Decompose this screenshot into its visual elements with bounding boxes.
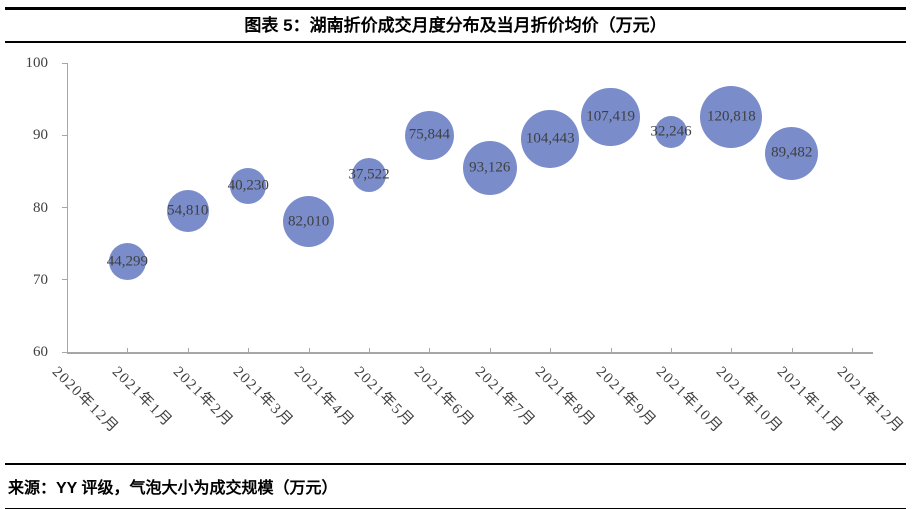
x-tick-mark bbox=[187, 348, 189, 352]
x-tick-mark bbox=[791, 348, 793, 352]
x-tick-label: 2021年6月 bbox=[411, 363, 478, 431]
bubble-value-label: 32,246 bbox=[650, 123, 692, 140]
plot-area bbox=[67, 63, 873, 354]
x-tick-mark bbox=[67, 348, 68, 352]
bubble-value-label: 54,810 bbox=[167, 202, 209, 219]
y-tick-mark bbox=[62, 134, 67, 136]
source-note: 来源：YY 评级，气泡大小为成交规模（万元） bbox=[5, 463, 906, 509]
bubble-chart: 60 70 80 90 100 2020年12月 2021年1月 2021年2月 2021年3月… bbox=[0, 43, 912, 463]
x-tick-mark bbox=[550, 348, 552, 352]
x-tick-mark bbox=[731, 348, 733, 352]
data-bubble bbox=[462, 140, 517, 195]
x-tick-label: 2021年3月 bbox=[230, 363, 297, 431]
x-tick-mark bbox=[369, 348, 370, 352]
x-tick-label: 2021年9月 bbox=[592, 363, 659, 431]
bubble-value-label: 44,299 bbox=[106, 253, 149, 270]
y-tick-label: 60 bbox=[33, 344, 48, 360]
x-tick-mark bbox=[852, 348, 854, 352]
bubble-value-label: 93,126 bbox=[469, 159, 511, 176]
bubble-value-label: 75,844 bbox=[408, 126, 451, 143]
y-tick-label: 80 bbox=[33, 199, 48, 216]
data-bubble bbox=[404, 110, 454, 160]
bubble-value-label: 107,419 bbox=[586, 108, 635, 125]
data-bubble bbox=[166, 190, 209, 232]
y-tick-mark bbox=[62, 279, 67, 281]
bubble-value-label: 40,230 bbox=[227, 177, 269, 194]
data-bubble bbox=[765, 126, 819, 180]
data-bubble bbox=[283, 196, 335, 248]
y-tick-label: 70 bbox=[33, 271, 48, 288]
data-bubble bbox=[108, 242, 147, 281]
chart-title: 图表 5：湖南折价成交月度分布及当月折价均价（万元） bbox=[5, 7, 906, 43]
data-bubble bbox=[351, 157, 387, 193]
x-tick-mark bbox=[248, 348, 250, 352]
bubble-value-label: 104,443 bbox=[525, 130, 575, 147]
y-tick-mark bbox=[62, 351, 67, 353]
x-tick-label: 2021年5月 bbox=[350, 363, 418, 431]
x-tick-mark bbox=[610, 348, 612, 352]
x-tick-mark bbox=[429, 348, 431, 352]
data-bubble bbox=[521, 110, 580, 168]
data-bubble bbox=[230, 167, 267, 204]
data-bubble bbox=[654, 115, 687, 148]
x-tick-mark bbox=[671, 348, 672, 352]
data-bubble bbox=[581, 87, 640, 147]
bubble-value-label: 120,818 bbox=[707, 108, 756, 125]
x-tick-label: 2021年7月 bbox=[471, 363, 539, 431]
x-tick-mark bbox=[489, 348, 491, 352]
bubble-value-label: 37,522 bbox=[348, 166, 390, 183]
bubble-value-label: 89,482 bbox=[771, 144, 813, 161]
y-tick-label: 90 bbox=[33, 127, 48, 144]
bubble-value-label: 82,010 bbox=[287, 213, 330, 230]
y-tick-label: 100 bbox=[25, 55, 49, 71]
x-tick-label: 2021年4月 bbox=[290, 363, 357, 431]
x-tick-mark bbox=[127, 348, 129, 352]
y-tick-mark bbox=[62, 62, 67, 64]
x-tick-mark bbox=[308, 348, 310, 352]
x-tick-label: 2021年2月 bbox=[169, 363, 237, 431]
y-tick-mark bbox=[62, 207, 67, 208]
data-bubble bbox=[700, 86, 763, 149]
x-tick-label: 2021年8月 bbox=[532, 363, 599, 431]
